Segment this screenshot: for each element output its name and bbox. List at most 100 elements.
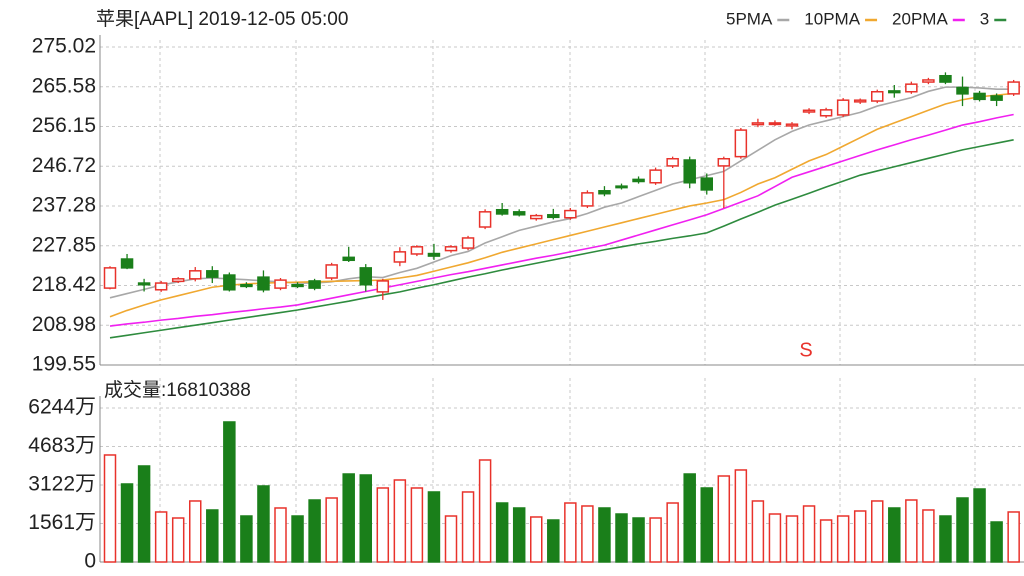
y-tick-label: 4683万	[28, 434, 96, 457]
y-tick-label: 246.72	[32, 154, 96, 177]
candle-body	[939, 74, 952, 83]
candle-body	[393, 251, 407, 263]
volume-bar	[819, 519, 833, 563]
volume-bar	[223, 421, 236, 563]
volume-bar	[802, 505, 816, 563]
y-tick-label: 6244万	[28, 396, 96, 419]
moving-average-line	[109, 138, 1014, 339]
candle-body	[871, 90, 884, 102]
candle-body	[649, 169, 662, 184]
volume-bar	[717, 475, 731, 563]
volume-bar	[768, 513, 782, 563]
volume-bar	[291, 515, 304, 563]
candle-body	[103, 267, 117, 289]
candle-body	[564, 209, 577, 219]
volume-bar	[512, 507, 526, 563]
candle-body	[154, 282, 168, 291]
y-tick-label: 0	[84, 550, 96, 573]
candle-body	[461, 237, 475, 249]
legend-label: 5PMA	[726, 9, 773, 28]
candle-body	[137, 282, 151, 286]
volume-bar	[478, 459, 492, 563]
volume-bar	[734, 469, 748, 563]
volume-bar	[444, 515, 458, 563]
y-tick-label: 218.42	[32, 273, 96, 296]
candle-body	[547, 214, 560, 219]
candle-body	[905, 83, 918, 93]
candle-body	[581, 192, 594, 207]
y-tick-label: 275.02	[32, 35, 96, 58]
candle-body	[785, 123, 799, 127]
volume-bar	[564, 502, 577, 563]
y-tick-label: 1561万	[28, 511, 96, 534]
candle-body	[240, 283, 253, 288]
candle-body	[632, 178, 645, 183]
volume-bar	[427, 491, 441, 563]
volume-bar	[649, 517, 662, 563]
volume-bar	[785, 515, 799, 563]
volume-bar	[206, 509, 219, 563]
volume-bar	[547, 519, 560, 563]
volume-bar	[103, 454, 117, 563]
volume-bar	[154, 511, 168, 563]
volume-bar	[461, 491, 475, 563]
volume-bar	[308, 499, 321, 563]
volume-bar	[700, 487, 713, 563]
volume-bar	[666, 502, 679, 563]
legend-label: 3	[980, 9, 989, 28]
candle-body	[956, 86, 969, 95]
candle-body	[990, 95, 1003, 101]
volume-bar	[120, 483, 134, 563]
candle-body	[478, 211, 492, 228]
volume-bar	[853, 510, 867, 563]
volume-bar	[836, 515, 850, 563]
y-tick-label: 265.58	[32, 74, 96, 97]
candle-body	[206, 270, 219, 278]
candle-body	[615, 185, 628, 189]
candle-body	[768, 122, 782, 126]
candle-body	[683, 159, 696, 184]
candle-body	[717, 157, 731, 167]
legend-label: 10PMA	[804, 9, 860, 28]
candle-body	[120, 258, 134, 269]
candle-body	[700, 177, 713, 191]
volume-bar	[905, 499, 918, 563]
candle-body	[325, 264, 338, 279]
volume-bar	[922, 509, 935, 563]
candle-body	[444, 246, 458, 252]
candle-body	[223, 274, 236, 291]
candle-body	[922, 79, 935, 83]
candle-body	[257, 276, 270, 291]
volume-bar	[956, 497, 969, 563]
volume-bar	[939, 515, 952, 563]
candle-body	[359, 267, 372, 286]
volume-bar	[888, 507, 901, 563]
candle-body	[512, 211, 526, 216]
candle-body	[171, 278, 185, 283]
volume-bar	[751, 500, 765, 563]
candle-body	[666, 157, 679, 167]
volume-bar	[530, 516, 543, 563]
candle-body	[189, 270, 202, 280]
volume-bar	[240, 515, 253, 563]
y-tick-label: 3122万	[28, 473, 96, 496]
volume-bar	[257, 485, 270, 563]
volume-bar	[393, 479, 407, 563]
volume-bar	[1007, 511, 1020, 563]
volume-title: 成交量:16810388	[104, 379, 251, 401]
volume-bar	[683, 473, 696, 563]
volume-bar	[325, 497, 338, 563]
candle-body	[751, 122, 765, 126]
volume-bar	[598, 507, 611, 563]
volume-bar	[615, 513, 628, 563]
chart-title: 苹果[AAPL] 2019-12-05 05:00	[96, 8, 348, 30]
moving-average-line	[109, 113, 1014, 327]
candle-body	[819, 109, 833, 117]
candle-body	[530, 214, 543, 220]
candle-body	[802, 109, 816, 113]
candle-body	[973, 92, 986, 101]
candle-body	[853, 99, 867, 103]
volume-bar	[359, 474, 372, 563]
volume-bar	[274, 507, 287, 563]
